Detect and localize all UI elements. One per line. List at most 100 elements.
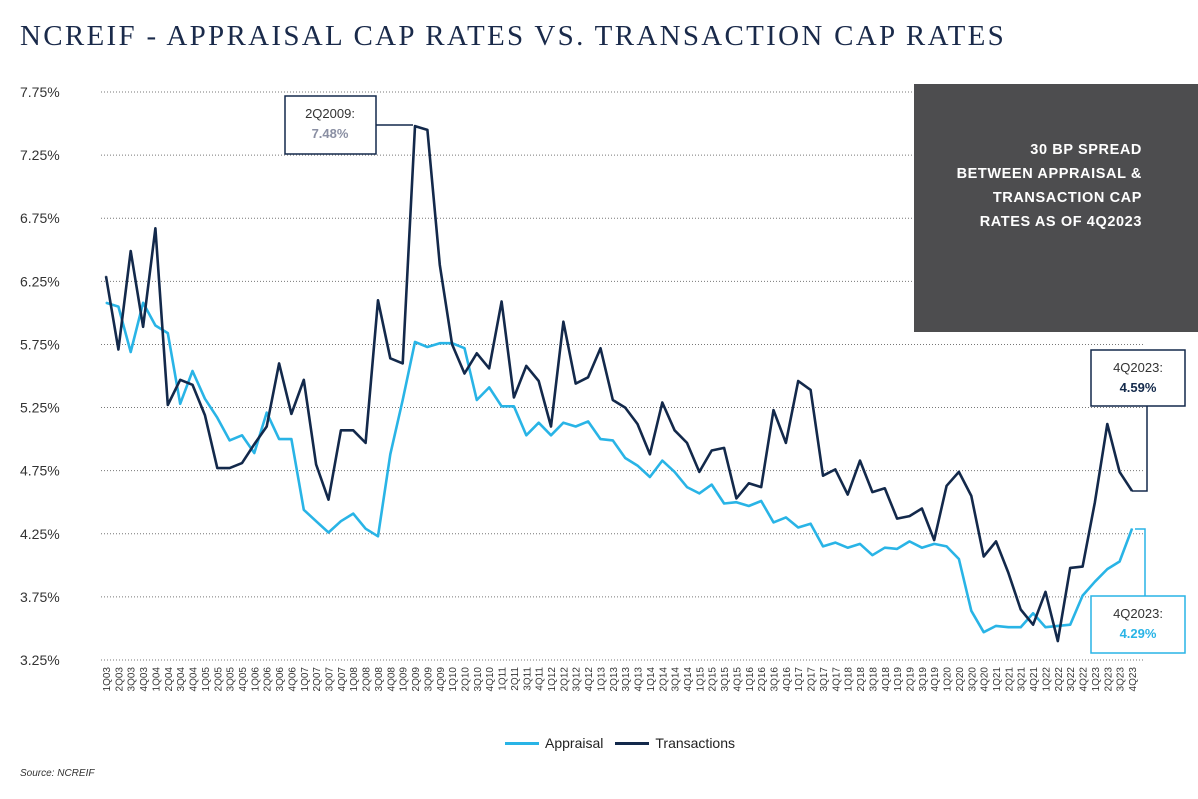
y-tick-label: 7.75% bbox=[20, 84, 60, 100]
data-point-appraisal bbox=[760, 500, 762, 502]
data-point-appraisal bbox=[154, 324, 157, 327]
chart-title: NCREIF - APPRAISAL CAP RATES VS. TRANSAC… bbox=[20, 20, 1007, 52]
x-tick-label: 2Q05 bbox=[213, 667, 224, 692]
x-tick-label: 2Q17 bbox=[807, 667, 818, 692]
x-tick-label: 3Q15 bbox=[720, 667, 731, 692]
x-tick-label: 3Q23 bbox=[1116, 667, 1127, 692]
data-point-transactions bbox=[463, 372, 466, 375]
x-tick-label: 4Q22 bbox=[1079, 667, 1090, 692]
y-tick-label: 3.25% bbox=[20, 652, 60, 668]
x-axis: 1Q03 2Q03 3Q03 4Q03 1Q04 2Q04 3Q04 4Q04 1Q05 2Q05… bbox=[102, 667, 1139, 692]
data-point-appraisal bbox=[970, 610, 972, 612]
legend-label-transactions: Transactions bbox=[655, 735, 735, 751]
data-point-transactions bbox=[810, 389, 812, 391]
data-point-appraisal bbox=[253, 452, 255, 454]
data-point-transactions bbox=[859, 459, 861, 462]
data-point-transactions bbox=[204, 414, 206, 416]
x-tick-label: 1Q12 bbox=[547, 667, 558, 692]
data-point-appraisal bbox=[686, 486, 688, 488]
x-tick-label: 1Q08 bbox=[349, 667, 360, 692]
data-point-transactions bbox=[797, 380, 799, 382]
data-point-appraisal bbox=[500, 405, 503, 407]
data-point-transactions bbox=[871, 491, 874, 493]
data-point-transactions bbox=[686, 442, 688, 444]
data-point-appraisal bbox=[105, 302, 107, 304]
data-point-appraisal bbox=[1081, 595, 1084, 597]
x-tick-label: 1Q19 bbox=[893, 667, 904, 692]
x-tick-label: 3Q07 bbox=[325, 667, 336, 692]
data-point-transactions bbox=[945, 485, 948, 487]
data-point-transactions bbox=[414, 125, 416, 127]
x-tick-label: 3Q11 bbox=[522, 667, 533, 691]
data-point-transactions bbox=[426, 129, 428, 131]
x-tick-label: 3Q20 bbox=[967, 667, 978, 692]
data-point-transactions bbox=[253, 443, 255, 445]
data-point-appraisal bbox=[303, 509, 305, 511]
x-tick-label: 1Q09 bbox=[399, 667, 410, 692]
x-tick-label: 2Q10 bbox=[460, 667, 471, 692]
data-point-transactions bbox=[834, 468, 836, 471]
data-point-appraisal bbox=[587, 420, 589, 423]
x-tick-label: 3Q22 bbox=[1066, 667, 1077, 692]
data-point-transactions bbox=[340, 429, 342, 431]
x-tick-label: 1Q18 bbox=[844, 667, 855, 692]
data-point-transactions bbox=[538, 380, 540, 382]
x-tick-label: 4Q19 bbox=[930, 667, 941, 692]
x-tick-label: 2Q23 bbox=[1103, 667, 1114, 692]
data-point-transactions bbox=[661, 401, 663, 404]
x-tick-label: 4Q07 bbox=[337, 667, 348, 692]
data-point-appraisal bbox=[884, 547, 886, 549]
data-point-appraisal bbox=[661, 459, 663, 462]
data-point-appraisal bbox=[476, 399, 478, 401]
x-tick-label: 2Q15 bbox=[708, 667, 719, 692]
data-point-transactions bbox=[1081, 565, 1084, 568]
series-lines bbox=[104, 124, 1134, 643]
data-point-transactions bbox=[278, 362, 280, 364]
y-tick-label: 7.25% bbox=[20, 147, 60, 163]
x-tick-label: 1Q05 bbox=[201, 667, 212, 692]
x-tick-label: 4Q06 bbox=[287, 667, 298, 692]
data-point-transactions bbox=[735, 497, 738, 500]
data-point-appraisal bbox=[290, 438, 293, 440]
x-tick-label: 4Q09 bbox=[436, 667, 447, 692]
x-tick-label: 1Q04 bbox=[151, 667, 162, 692]
x-tick-label: 4Q17 bbox=[831, 667, 842, 692]
x-tick-label: 2Q03 bbox=[114, 667, 125, 692]
annotation-4q2023-appraisal-label: 4Q2023: bbox=[1113, 606, 1163, 621]
x-tick-label: 2Q14 bbox=[658, 667, 669, 692]
x-tick-label: 2Q04 bbox=[164, 667, 175, 692]
y-axis: 3.25% 3.75% 4.25% 4.75% 5.25% 5.75% 6.25% 6.75%… bbox=[20, 84, 60, 668]
x-tick-label: 2Q11 bbox=[510, 667, 521, 691]
annotation-4q2023-transactions-value: 4.59% bbox=[1120, 380, 1157, 395]
data-point-appraisal bbox=[735, 501, 738, 503]
x-tick-label: 2Q13 bbox=[609, 667, 620, 692]
data-point-appraisal bbox=[327, 531, 330, 534]
data-point-appraisal bbox=[229, 439, 231, 441]
data-point-appraisal bbox=[1032, 612, 1034, 614]
data-point-transactions bbox=[488, 367, 490, 370]
data-point-transactions bbox=[723, 447, 725, 449]
annotation-4q2023-transactions-box bbox=[1090, 349, 1186, 407]
x-tick-label: 4Q12 bbox=[584, 667, 595, 692]
data-point-appraisal bbox=[426, 346, 428, 348]
data-point-transactions bbox=[290, 413, 293, 415]
annotation-4q2023-transactions-label: 4Q2023: bbox=[1113, 360, 1163, 375]
data-point-appraisal bbox=[1106, 568, 1108, 570]
data-point-appraisal bbox=[859, 543, 861, 545]
data-point-transactions bbox=[1119, 471, 1121, 473]
annotation-4q2023-appraisal-value: 4.29% bbox=[1120, 626, 1157, 641]
data-point-appraisal bbox=[550, 434, 552, 436]
data-point-appraisal bbox=[674, 471, 676, 473]
data-point-appraisal bbox=[142, 302, 144, 304]
data-point-transactions bbox=[649, 453, 651, 455]
x-tick-label: 2Q21 bbox=[1004, 667, 1015, 692]
x-tick-label: 1Q14 bbox=[646, 667, 657, 692]
x-tick-label: 3Q12 bbox=[572, 667, 583, 692]
data-point-appraisal bbox=[834, 542, 836, 544]
data-point-transactions bbox=[377, 299, 379, 301]
data-point-transactions bbox=[612, 399, 614, 401]
x-tick-label: 4Q03 bbox=[139, 667, 150, 692]
x-tick-label: 2Q22 bbox=[1054, 667, 1065, 692]
data-point-transactions bbox=[451, 343, 453, 346]
data-point-appraisal bbox=[958, 558, 960, 560]
